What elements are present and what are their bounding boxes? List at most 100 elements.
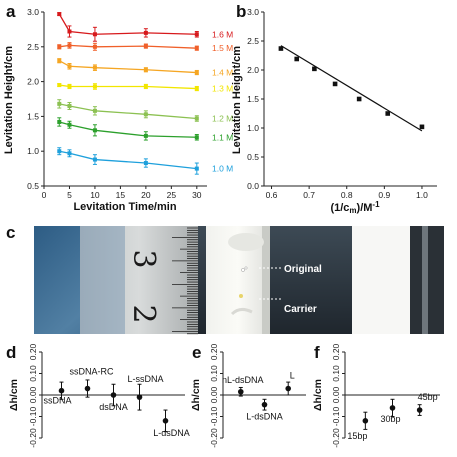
- chart-f-y-tick-label: 0.20: [331, 343, 341, 360]
- chart-d-data-point: [84, 385, 91, 392]
- chart-d-category-label: ssDNA-RC: [70, 367, 114, 377]
- chart-a-data-point: [92, 108, 97, 113]
- chart-a-series-label: 1.2 M: [212, 113, 233, 123]
- chart-a-series-label: 1.1 M: [212, 132, 233, 142]
- chart-a-series-label: 1.4 M: [212, 68, 233, 78]
- chart-b-x-tick-label: 0.6: [266, 190, 278, 200]
- chart-e-category-label: nL-dsDNA: [222, 375, 264, 385]
- chart-a-data-point: [67, 29, 72, 34]
- panel-label-f: f: [314, 343, 320, 362]
- chart-a-data-point: [194, 86, 199, 91]
- chart-a-line-series: [58, 60, 197, 74]
- chart-a-series-label: 1.3 M: [212, 84, 233, 94]
- chart-e-y-tick-label: 0.00: [209, 386, 219, 403]
- chart-e-data-point: [237, 388, 244, 395]
- chart-a-data-point: [194, 32, 199, 37]
- chart-d-y-label: Δh/cm: [8, 379, 20, 411]
- chart-b-y-tick-label: 2.5: [247, 36, 259, 46]
- chart-a-data-point: [57, 58, 62, 63]
- chart-f-y-tick-label: -0.20: [331, 428, 341, 448]
- chart-a-data-point: [92, 44, 97, 49]
- chart-a-line-series: [59, 103, 197, 120]
- label-carrier: Carrier: [284, 304, 317, 315]
- chart-a-data-point: [143, 112, 148, 117]
- chart-a-data-point: [194, 135, 199, 140]
- tube-meniscus: [228, 233, 264, 251]
- chart-d-delta-h-dna: 0.20 0.10 0.00 -0.10-0.20 ssDNA ssDNA-RC dsDN…: [8, 343, 190, 447]
- chart-a-y-tick-label: 2.0: [27, 77, 39, 87]
- chart-a-data-point: [57, 101, 62, 106]
- chart-a-y-label: Levitation Height/cm: [3, 46, 15, 154]
- chart-b-y-tick-label: 0.5: [247, 152, 259, 162]
- label-original: Original: [284, 264, 322, 275]
- chart-e-data-point: [285, 385, 292, 392]
- chart-a-data-point: [67, 43, 72, 48]
- chart-f-y-tick-label: -0.10: [331, 407, 341, 427]
- photo-white-gap: [352, 226, 410, 334]
- chart-a-x-tick-label: 30: [192, 190, 202, 200]
- chart-f-y-tick-label: 0.00: [331, 386, 341, 403]
- chart-a-y-tick-label: 2.5: [27, 42, 39, 52]
- chart-f-category-label: 30bp: [380, 414, 400, 424]
- chart-b-data-point: [419, 124, 425, 130]
- chart-f-delta-h-length: 0.20 0.10 0.00 -0.10-0.20 15bp 30bp 45bp Δh/c…: [312, 343, 440, 448]
- panel-label-d: d: [6, 343, 16, 362]
- chart-f-data-point: [362, 418, 369, 424]
- chart-f-y-label: Δh/cm: [312, 379, 324, 411]
- chart-b-data-point: [385, 111, 391, 116]
- chart-e-y-label: Δh/cm: [190, 379, 202, 411]
- chart-a-line-series: [59, 44, 197, 49]
- chart-a-data-point: [57, 149, 62, 154]
- panel-label-a: a: [6, 2, 16, 21]
- panel-label-e: e: [192, 343, 201, 362]
- chart-a-y-tick-label: 3.0: [27, 7, 39, 17]
- chart-a-x-tick-label: 25: [167, 190, 177, 200]
- chart-a-line-series: [58, 13, 197, 35]
- chart-a-data-point: [92, 157, 97, 162]
- chart-b-y-tick-label: 2.0: [247, 65, 259, 75]
- chart-a-data-point: [194, 166, 199, 171]
- chart-a-data-point: [92, 65, 97, 70]
- chart-a-series-label: 1.6 M: [212, 29, 233, 39]
- chart-a-data-point: [143, 84, 148, 89]
- chart-e-category-label: L: [290, 371, 295, 381]
- chart-a-x-tick-label: 15: [116, 190, 126, 200]
- ruler: [80, 226, 198, 334]
- chart-d-y-tick-label: -0.10: [28, 407, 38, 427]
- chart-a-y-tick-label: 1.5: [27, 111, 39, 121]
- chart-d-data-point: [162, 418, 169, 424]
- chart-d-category-label: dsDNA: [99, 402, 128, 412]
- photo-side-tube-edge: [422, 226, 428, 334]
- chart-d-data-point: [110, 392, 117, 398]
- chart-a-data-point: [194, 70, 199, 75]
- tube-wall-shadow: [262, 226, 270, 334]
- ruler-number-3: 3: [126, 249, 161, 268]
- chart-b-y-tick-label: 0.0: [247, 181, 259, 191]
- chart-e-y-tick-label: -0.20: [209, 428, 219, 448]
- chart-a-data-point: [194, 116, 199, 121]
- chart-a-series-label: 1.0 M: [212, 164, 233, 174]
- chart-d-y-tick-label: 0.00: [28, 386, 38, 403]
- chart-a-data-point: [143, 44, 148, 49]
- chart-e-delta-h-labeled: 0.200.100.00-0.10-0.20 nL-dsDNAL-dsDNAL …: [190, 343, 306, 448]
- chart-b-y-tick-label: 3.0: [247, 7, 259, 17]
- chart-b-height-vs-inverse-conc: 0.6 0.7 0.8 0.9 1.0 0.0 0.5 1.0 1.5 2.0 2.5 3.0 Lev…: [231, 7, 437, 215]
- chart-d-data-point: [136, 394, 143, 400]
- chart-b-x-tick-label: 1.0: [416, 190, 428, 200]
- chart-a-data-point: [143, 67, 148, 72]
- chart-d-data-point: [58, 387, 65, 394]
- chart-a-x-tick-label: 5: [67, 190, 72, 200]
- chart-d-category-label: L-dsDNA: [153, 428, 190, 438]
- chart-a-line-series: [59, 150, 197, 170]
- chart-a-data-point: [67, 122, 72, 127]
- chart-b-fit-line: [280, 45, 423, 132]
- chart-b-y-tick-label: 1.5: [247, 94, 259, 104]
- chart-a-data-point: [57, 83, 62, 88]
- chart-b-data-point: [356, 96, 362, 102]
- chart-d-y-tick-label: 0.10: [28, 365, 38, 382]
- chart-f-category-label: 15bp: [347, 431, 367, 441]
- chart-a-data-point: [67, 151, 72, 156]
- chart-a-data-point: [92, 128, 97, 133]
- chart-e-data-point: [261, 401, 268, 408]
- chart-e-y-tick-label: 0.10: [209, 365, 219, 382]
